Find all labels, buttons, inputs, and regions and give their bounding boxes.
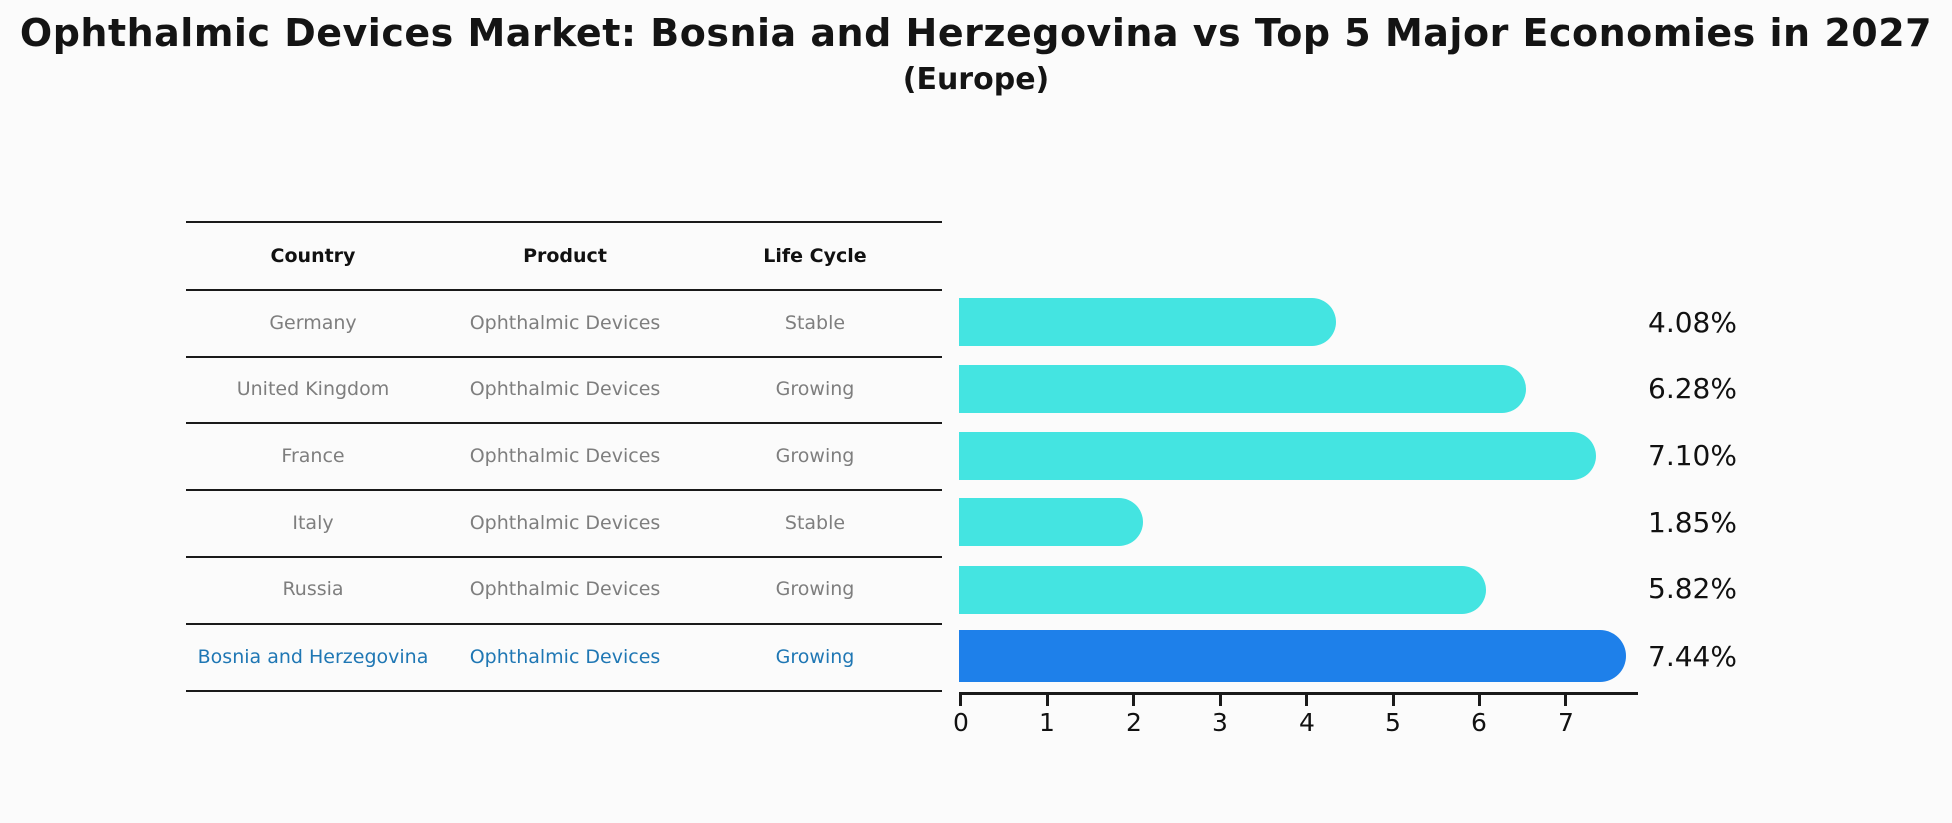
cell-product: Ophthalmic Devices: [469, 578, 661, 600]
x-axis-tick: [1305, 695, 1308, 706]
x-axis-tick-label: 6: [1471, 708, 1487, 737]
cell-product: Ophthalmic Devices: [469, 646, 661, 668]
x-axis-tick: [1564, 695, 1567, 706]
chart-subtitle: (Europe): [902, 62, 1050, 97]
cell-country: Bosnia and Herzegovina: [197, 646, 429, 668]
cell-country: United Kingdom: [236, 378, 390, 400]
x-axis-tick-label: 5: [1385, 708, 1401, 737]
x-axis-tick-label: 3: [1212, 708, 1228, 737]
column-header-product: Product: [523, 245, 607, 267]
x-axis-tick-label: 1: [1039, 708, 1055, 737]
x-axis-tick: [1478, 695, 1481, 706]
bar-united-kingdom: [959, 365, 1526, 413]
cell-life-cycle: Stable: [784, 312, 846, 334]
value-label: 5.82%: [1648, 572, 1737, 605]
bar-bosnia-and-herzegovina: [959, 630, 1626, 682]
bar-russia: [959, 566, 1486, 614]
table-header-border: [186, 289, 942, 291]
table-row-border: [186, 623, 942, 625]
column-header-country: Country: [270, 245, 356, 267]
cell-product: Ophthalmic Devices: [469, 445, 661, 467]
table-row-border: [186, 556, 942, 558]
cell-product: Ophthalmic Devices: [469, 312, 661, 334]
cell-life-cycle: Growing: [775, 445, 855, 467]
bar-italy: [959, 498, 1143, 546]
x-axis-tick: [1046, 695, 1049, 706]
cell-product: Ophthalmic Devices: [469, 378, 661, 400]
cell-life-cycle: Growing: [775, 646, 855, 668]
column-header-life-cycle: Life Cycle: [763, 245, 867, 267]
table-row-border: [186, 356, 942, 358]
x-axis-tick: [1132, 695, 1135, 706]
cell-life-cycle: Growing: [775, 378, 855, 400]
table-row-border: [186, 489, 942, 491]
value-label: 4.08%: [1648, 306, 1737, 339]
x-axis-tick: [1219, 695, 1222, 706]
table-bottom-border: [186, 690, 942, 692]
bar-france: [959, 432, 1597, 480]
x-axis-tick-label: 7: [1558, 708, 1574, 737]
cell-country: Russia: [282, 578, 344, 600]
cell-country: Italy: [292, 512, 334, 534]
cell-life-cycle: Stable: [784, 512, 846, 534]
x-axis-tick: [1392, 695, 1395, 706]
value-label: 6.28%: [1648, 372, 1737, 405]
x-axis: [959, 692, 1638, 695]
value-label: 7.10%: [1648, 439, 1737, 472]
chart-title: Ophthalmic Devices Market: Bosnia and He…: [19, 11, 1933, 55]
cell-country: France: [281, 445, 345, 467]
bar-germany: [959, 298, 1336, 346]
table-top-border: [186, 221, 942, 223]
value-label: 7.44%: [1648, 640, 1737, 673]
cell-life-cycle: Growing: [775, 578, 855, 600]
cell-product: Ophthalmic Devices: [469, 512, 661, 534]
x-axis-tick-label: 0: [953, 708, 969, 737]
table-row-border: [186, 422, 942, 424]
x-axis-tick-label: 4: [1299, 708, 1315, 737]
value-label: 1.85%: [1648, 506, 1737, 539]
cell-country: Germany: [269, 312, 357, 334]
x-axis-tick-label: 2: [1126, 708, 1142, 737]
x-axis-tick: [959, 695, 962, 706]
